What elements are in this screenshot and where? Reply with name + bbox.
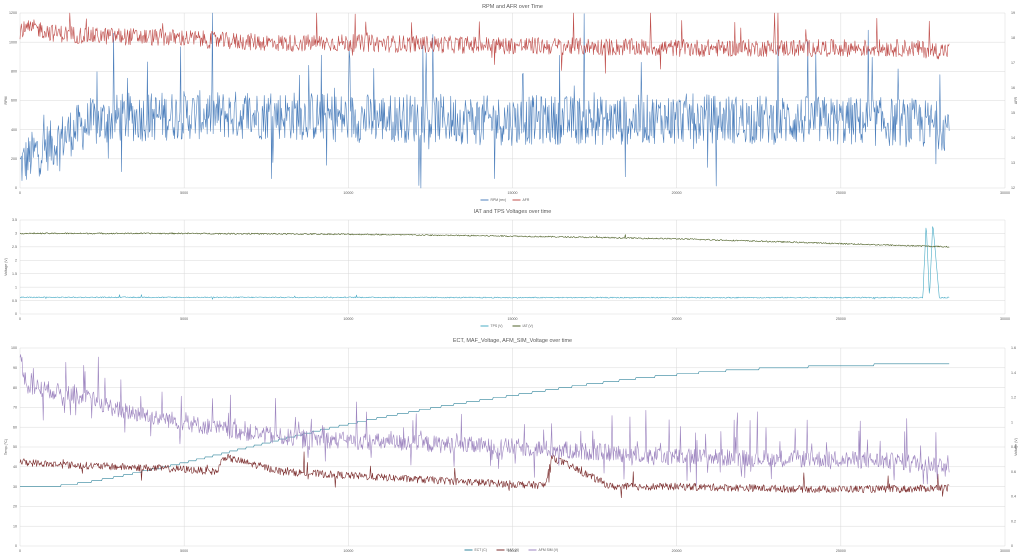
chart-panel-3: ECT, MAF_Voltage, AFM_SIM_Voltage over t… [4,338,1018,553]
y2-tick-label: 1.2 [1011,396,1016,400]
y-tick-label: 1200 [9,11,17,15]
x-tick-label: 15000 [508,191,518,195]
series-line-ect-c [20,363,950,487]
x-tick-label: 25000 [836,191,846,195]
y2-tick-label: 0.6 [1011,470,1016,474]
y2-tick-label: 14 [1011,136,1015,140]
x-tick-label: 10000 [343,191,353,195]
x-tick-label: 10000 [343,549,353,553]
y2-tick-label: 1.4 [1011,371,1016,375]
y-tick-label: 70 [13,406,17,410]
legend-label: MAF (V) [507,548,520,552]
x-tick-label: 0 [19,317,21,321]
y-tick-label: 10 [13,524,17,528]
x-tick-label: 0 [19,549,21,553]
y-axis-label: Temp (°C) [4,439,8,455]
y2-tick-label: 1 [1011,420,1013,424]
y-tick-label: 0 [15,544,17,548]
x-tick-label: 25000 [836,549,846,553]
y-tick-label: 60 [13,425,17,429]
y-tick-label: 0 [15,186,17,190]
series-line-rpm-rev [19,12,950,189]
y-tick-label: 100 [11,346,17,350]
chart-title: RPM and AFR over Time [482,4,543,10]
x-tick-label: 20000 [672,549,682,553]
y2-tick-label: 0.4 [1011,495,1016,499]
y-tick-label: 30 [13,485,17,489]
y2-tick-label: 12 [1011,186,1015,190]
y-tick-label: 400 [11,128,17,132]
chart-panel-1: RPM and AFR over Time 0 200 400 600 800 1000 12… [4,4,1018,202]
y2-axis-label: AFR [1014,97,1018,105]
y-axis-label: RPM [4,97,8,105]
y-tick-label: 1000 [9,40,17,44]
y-tick-label: 80 [13,386,17,390]
y-tick-label: 2 [15,258,17,262]
series-line-afm-sim-v [19,354,950,486]
x-tick-label: 30000 [1000,191,1010,195]
y-axis-label: Voltage (V) [4,258,8,276]
y-tick-label: 40 [13,465,17,469]
y-tick-label: 1 [15,285,17,289]
x-tick-label: 15000 [508,549,518,553]
y2-tick-label: 0 [1011,544,1013,548]
chart-panel-2: IAT and TPS Voltages over time 0 0.5 1 1.5 2 2… [4,209,1010,328]
y2-tick-label: 13 [1011,161,1015,165]
chart-title: IAT and TPS Voltages over time [474,209,552,215]
x-tick-label: 5000 [180,549,188,553]
series-line-iat-v [19,232,950,248]
y2-tick-label: 17 [1011,61,1015,65]
y2-tick-label: 0.8 [1011,445,1016,449]
y2-tick-label: 0.2 [1011,519,1016,523]
y-tick-label: 50 [13,445,17,449]
y2-tick-label: 16 [1011,86,1015,90]
y-tick-label: 0 [15,312,17,316]
x-tick-label: 20000 [672,191,682,195]
chart-title: ECT, MAF_Voltage, AFM_SIM_Voltage over t… [453,338,572,344]
y2-tick-label: 15 [1011,111,1015,115]
y-tick-label: 1.5 [12,272,17,276]
y2-tick-label: 1.6 [1011,346,1016,350]
series-line-afr [19,12,950,74]
x-tick-label: 5000 [180,191,188,195]
y-tick-label: 800 [11,70,17,74]
x-tick-label: 10000 [343,317,353,321]
x-tick-label: 15000 [508,317,518,321]
y-tick-label: 200 [11,157,17,161]
y-tick-label: 0.5 [12,299,17,303]
x-tick-label: 5000 [180,317,188,321]
series-line-maf-v [19,451,950,498]
y-tick-label: 600 [11,99,17,103]
y-tick-label: 3.5 [12,218,17,222]
legend-label: TPS (V) [491,324,503,328]
y2-axis-label: Voltage (V) [1014,438,1018,456]
y2-tick-label: 18 [1011,36,1015,40]
legend-label: ECT (C) [475,548,487,552]
y-tick-label: 90 [13,366,17,370]
x-tick-label: 30000 [1000,549,1010,553]
y-tick-label: 2.5 [12,245,17,249]
y-tick-label: 3 [15,232,17,236]
legend-label: AFR [523,198,530,202]
legend-label: RPM (rev) [491,198,506,202]
x-tick-label: 0 [19,191,21,195]
y2-tick-label: 19 [1011,11,1015,15]
x-tick-label: 25000 [836,317,846,321]
y-tick-label: 20 [13,505,17,509]
legend-label: IAT (V) [523,324,533,328]
series-line-tps-v [19,226,950,300]
x-tick-label: 20000 [672,317,682,321]
x-tick-label: 30000 [1000,317,1010,321]
legend-label: AFM SIM (V) [539,548,559,552]
